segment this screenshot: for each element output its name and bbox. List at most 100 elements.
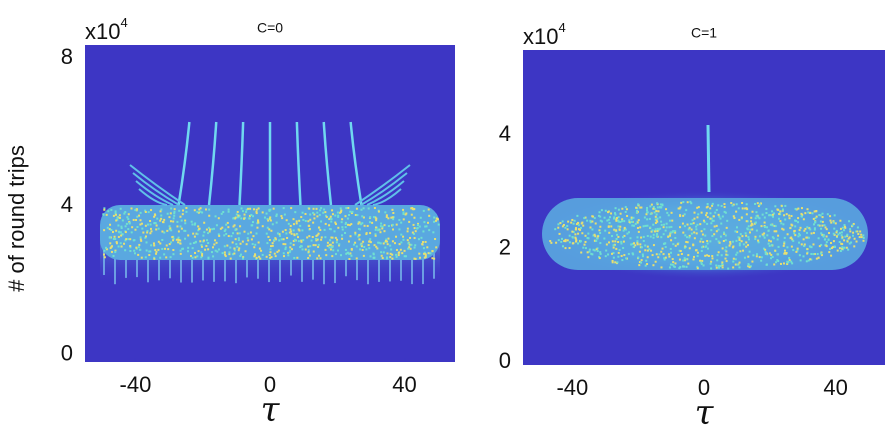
speckle: [190, 254, 193, 257]
speckle: [606, 219, 609, 222]
speckle: [357, 235, 360, 238]
speckle: [806, 252, 809, 255]
speckle: [646, 234, 649, 237]
speckle: [172, 253, 175, 256]
speckle: [248, 214, 251, 217]
speckle: [833, 227, 836, 230]
speckle: [828, 251, 831, 254]
trace: [295, 121, 302, 206]
speckle: [384, 211, 387, 214]
speckle: [688, 236, 691, 239]
speckle: [171, 236, 174, 239]
speckle: [384, 241, 387, 244]
speckle: [324, 236, 327, 239]
speckle: [124, 231, 127, 234]
speckle: [316, 238, 319, 241]
speckle: [253, 208, 256, 211]
speckle: [622, 229, 625, 232]
speckle: [761, 213, 764, 216]
speckle: [611, 235, 614, 238]
speckle: [270, 256, 273, 259]
speckle: [653, 211, 656, 214]
speckle: [651, 229, 654, 232]
speckle: [828, 232, 831, 235]
speckle: [266, 226, 269, 229]
speckle: [752, 254, 755, 257]
speckle: [312, 250, 315, 253]
speckle: [270, 245, 273, 248]
speckle: [630, 216, 633, 219]
speckle: [825, 245, 828, 248]
speckle: [617, 219, 620, 222]
speckle: [636, 227, 639, 230]
speckle: [579, 240, 582, 243]
speckle: [278, 234, 281, 237]
speckle: [114, 213, 117, 216]
speckle: [564, 240, 567, 243]
speckle: [269, 256, 272, 259]
speckle: [825, 243, 828, 246]
speckle: [848, 220, 851, 223]
speckle: [667, 235, 670, 238]
speckle: [703, 228, 706, 231]
speckle: [779, 262, 782, 265]
speckle: [700, 249, 703, 252]
speckle: [812, 243, 815, 246]
speckle: [785, 213, 788, 216]
speckle: [822, 233, 825, 236]
speckle: [668, 266, 671, 269]
speckle: [621, 207, 624, 210]
speckle: [665, 222, 668, 225]
speckle: [144, 256, 147, 259]
speckle: [705, 206, 708, 209]
speckle: [829, 215, 832, 218]
speckle: [253, 255, 256, 258]
speckle: [189, 242, 192, 245]
speckle: [817, 237, 820, 240]
speckle: [739, 250, 742, 253]
speckle: [575, 223, 578, 226]
speckle: [157, 248, 160, 251]
speckle: [837, 233, 840, 236]
speckle: [179, 215, 182, 218]
y-axis-label: # of round trips: [4, 145, 29, 292]
speckle: [295, 222, 298, 225]
speckle: [663, 258, 666, 261]
speckle: [790, 260, 793, 263]
trace: [207, 121, 218, 206]
speckle: [642, 255, 645, 258]
speckle: [254, 253, 257, 256]
speckle: [669, 232, 672, 235]
speckle: [758, 217, 761, 220]
speckle: [725, 253, 728, 256]
speckle: [794, 207, 797, 210]
speckle: [738, 266, 741, 269]
speckle: [672, 243, 675, 246]
speckle: [699, 240, 702, 243]
speckle: [355, 257, 358, 260]
speckle: [416, 227, 419, 230]
speckle: [747, 238, 750, 241]
speckle: [664, 246, 667, 249]
speckle: [172, 217, 175, 220]
speckle: [354, 214, 357, 217]
speckle: [187, 246, 190, 249]
speckle: [373, 216, 376, 219]
speckle: [227, 235, 230, 238]
speckle: [362, 216, 365, 219]
speckle: [199, 240, 202, 243]
speckle: [119, 242, 122, 245]
speckle: [234, 217, 237, 220]
speckle: [199, 207, 202, 210]
speckle: [833, 233, 836, 236]
speckle: [796, 249, 799, 252]
speckle: [330, 236, 333, 239]
speckle: [315, 207, 318, 210]
speckle: [398, 218, 401, 221]
speckle: [328, 224, 331, 227]
speckle: [608, 216, 611, 219]
speckle: [622, 240, 625, 243]
speckle: [341, 237, 344, 240]
speckle: [226, 221, 229, 224]
speckle: [778, 213, 781, 216]
